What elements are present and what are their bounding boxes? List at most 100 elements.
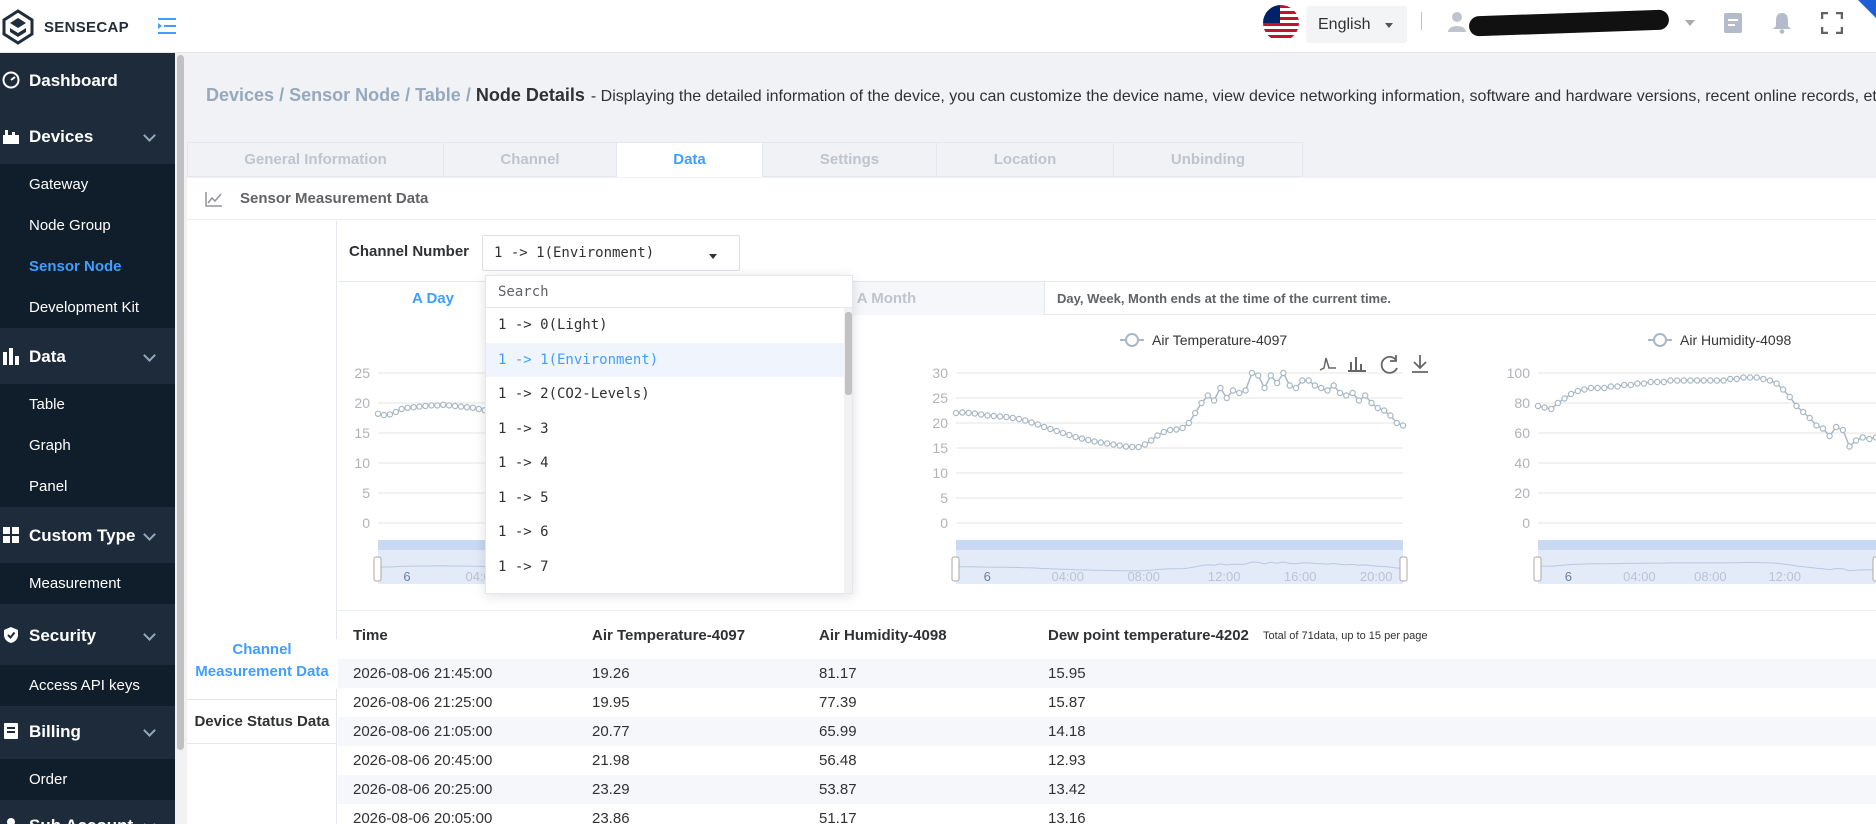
- channel-search-input[interactable]: [486, 276, 852, 308]
- sidebar-item-node-group[interactable]: Node Group: [0, 205, 175, 246]
- breadcrumb-sensor-node[interactable]: Sensor Node: [289, 85, 401, 105]
- devices-icon: [3, 130, 19, 144]
- data-point: [1223, 394, 1230, 402]
- y-tick-label: 5: [362, 485, 370, 501]
- sidebar-item-panel[interactable]: Panel: [0, 466, 175, 507]
- data-point: [1022, 417, 1029, 424]
- language-select[interactable]: English: [1306, 6, 1407, 43]
- cell-air-temperature: 23.29: [592, 781, 630, 798]
- zoom-slider-line: [955, 561, 1404, 572]
- data-point: [1687, 377, 1694, 384]
- document-icon[interactable]: [1723, 12, 1745, 34]
- bar-chart-switch-icon[interactable]: [1348, 357, 1366, 372]
- sidebar-group-security[interactable]: Security: [0, 608, 175, 663]
- tab-location[interactable]: Location: [937, 142, 1114, 177]
- tab-data[interactable]: Data: [617, 142, 763, 177]
- dropdown-scrollbar[interactable]: [844, 308, 852, 593]
- channel-option[interactable]: 1 -> 8: [486, 584, 845, 593]
- data-point: [996, 413, 1004, 420]
- chart-air-humidity: 0 20 40 60 80 100 6 04:00 08:00 12:00 Air Humidity…: [1488, 318, 1876, 618]
- channel-option[interactable]: 1 -> 3: [498, 420, 549, 437]
- legend-marker[interactable]: [1125, 333, 1139, 347]
- channel-option[interactable]: 1 -> 1(Environment): [486, 342, 845, 377]
- bell-icon[interactable]: [1772, 12, 1794, 34]
- channel-option[interactable]: 1 -> 2(CO2-Levels): [498, 386, 650, 402]
- tab-channel-measurement-data[interactable]: Channel Measurement Data: [187, 639, 337, 689]
- channel-option[interactable]: 1 -> 4: [498, 455, 549, 471]
- data-point: [1561, 395, 1568, 402]
- user-menu[interactable]: [1447, 9, 1707, 39]
- sidebar-group-data[interactable]: Data: [0, 329, 175, 384]
- download-icon[interactable]: [1412, 355, 1428, 373]
- sidebar-item-dashboard[interactable]: Dashboard: [0, 53, 175, 108]
- cell-air-temperature: 20.77: [592, 723, 630, 740]
- data-point: [1399, 422, 1407, 429]
- data-point: [451, 402, 459, 410]
- data-point: [1355, 397, 1363, 404]
- channel-select[interactable]: 1 -> 1(Environment): [482, 235, 740, 271]
- column-header-time: Time: [353, 627, 388, 644]
- data-point: [1261, 384, 1268, 392]
- zoom-handle-left[interactable]: [951, 556, 960, 582]
- sidebar-item-order[interactable]: Order: [0, 759, 175, 800]
- data-point: [1740, 374, 1747, 381]
- data-point: [1654, 378, 1661, 386]
- chart-air-humidity-svg: 0 20 40 60 80 100 6 04:00 08:00 12:00 Air Humidity…: [1507, 332, 1876, 584]
- chevron-down-icon: [143, 349, 156, 362]
- x-tick-label: 04:00: [1051, 569, 1084, 584]
- sidebar-item-access-api-keys[interactable]: Access API keys: [0, 665, 175, 706]
- breadcrumb-devices[interactable]: Devices: [206, 85, 275, 105]
- channel-option[interactable]: 1 -> 0(Light): [498, 317, 608, 333]
- sidebar-group-billing[interactable]: Billing: [0, 704, 175, 759]
- sidebar-item-development-kit[interactable]: Development Kit: [0, 287, 175, 328]
- dropdown-scrollbar-thumb[interactable]: [845, 312, 852, 395]
- data-point: [1713, 377, 1721, 384]
- sidebar-item-sensor-node[interactable]: Sensor Node: [0, 246, 175, 287]
- collapse-menu-button[interactable]: [156, 16, 180, 36]
- legend-label[interactable]: Air Humidity-4098: [1680, 332, 1791, 348]
- data-point: [380, 411, 388, 419]
- logo[interactable]: SENSECAP: [0, 6, 175, 48]
- zoom-handle-right[interactable]: [1399, 556, 1408, 582]
- sidebar-scrollbar-thumb[interactable]: [177, 55, 184, 750]
- sidebar-item-gateway[interactable]: Gateway: [0, 164, 175, 205]
- us-flag-icon[interactable]: [1263, 5, 1299, 41]
- zoom-handle-left[interactable]: [1533, 556, 1542, 582]
- breadcrumb-current: Node Details: [475, 85, 585, 105]
- breadcrumb-table[interactable]: Table: [415, 85, 461, 105]
- tab-general-information[interactable]: General Information: [187, 142, 444, 177]
- tab-channel[interactable]: Channel: [444, 142, 617, 177]
- legend-label[interactable]: Air Temperature-4097: [1152, 332, 1287, 348]
- tab-settings[interactable]: Settings: [763, 142, 937, 177]
- data-point: [1833, 423, 1840, 431]
- zoom-slider-range[interactable]: [956, 540, 1403, 550]
- data-point: [1707, 377, 1714, 384]
- legend-marker[interactable]: [1653, 333, 1667, 347]
- sidebar-group-label: Devices: [29, 126, 94, 146]
- data-point: [1072, 433, 1079, 441]
- fullscreen-icon[interactable]: [1820, 11, 1844, 35]
- tab-device-status-data[interactable]: Device Status Data: [187, 699, 337, 744]
- zoom-slider-range[interactable]: [1538, 540, 1876, 550]
- sidebar-item-table[interactable]: Table: [0, 384, 175, 425]
- restore-icon[interactable]: [1380, 355, 1398, 374]
- sidebar-item-graph[interactable]: Graph: [0, 425, 175, 466]
- data-point: [1003, 413, 1010, 421]
- zoom-handle-left[interactable]: [373, 556, 382, 582]
- sidebar-group-devices[interactable]: Devices: [0, 109, 175, 164]
- channel-number-label: Channel Number: [349, 243, 470, 260]
- data-point: [1040, 423, 1048, 431]
- channel-option[interactable]: 1 -> 5: [498, 489, 549, 506]
- sidebar-item-measurement[interactable]: Measurement: [0, 563, 175, 604]
- channel-option[interactable]: 1 -> 6: [498, 524, 549, 540]
- data-point: [1819, 425, 1827, 432]
- channel-option[interactable]: 1 -> 7: [498, 558, 549, 575]
- zoom-handle-right[interactable]: [1872, 556, 1876, 582]
- y-tick-label: 5: [940, 490, 948, 506]
- tab-unbinding[interactable]: Unbinding: [1114, 142, 1303, 177]
- data-point: [1097, 439, 1104, 446]
- data-point: [1541, 404, 1548, 411]
- line-chart-switch-icon[interactable]: [1319, 357, 1336, 371]
- sidebar-group-sub-account[interactable]: Sub Account: [0, 798, 175, 824]
- sidebar-group-custom-type[interactable]: Custom Type: [0, 508, 175, 563]
